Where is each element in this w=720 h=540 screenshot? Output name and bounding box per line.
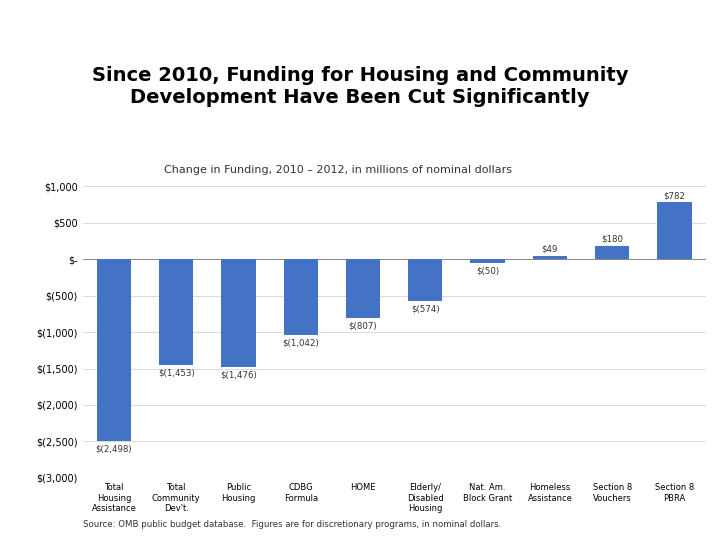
Bar [284,259,318,335]
Text: $(1,453): $(1,453) [158,368,194,377]
Text: Source: OMB public budget database.  Figures are for discretionary programs, in : Source: OMB public budget database. Figu… [83,520,501,529]
Text: Center on Budget and Policy Priorities: Center on Budget and Policy Priorities [49,12,247,23]
Bar [346,259,380,318]
Text: $(50): $(50) [476,266,499,275]
Bar [96,259,131,441]
Text: $(807): $(807) [348,321,377,330]
Text: $(1,476): $(1,476) [220,370,257,379]
Text: $49: $49 [541,245,558,253]
Bar [470,259,505,263]
Text: Since 2010, Funding for Housing and Community
Development Have Been Cut Signific: Since 2010, Funding for Housing and Comm… [91,66,629,107]
Text: $(2,498): $(2,498) [96,444,132,454]
Text: $(1,042): $(1,042) [282,339,319,347]
Text: $180: $180 [601,235,624,244]
Bar [159,259,194,365]
Bar [23,5,34,23]
Text: $782: $782 [663,191,685,200]
Bar [221,259,256,367]
Bar [6,3,22,31]
Text: Change in Funding, 2010 – 2012, in millions of nominal dollars: Change in Funding, 2010 – 2012, in milli… [164,165,513,175]
Text: $(574): $(574) [411,305,440,313]
Bar [408,259,443,301]
Bar [533,255,567,259]
Bar [595,246,629,259]
Bar [657,202,692,259]
